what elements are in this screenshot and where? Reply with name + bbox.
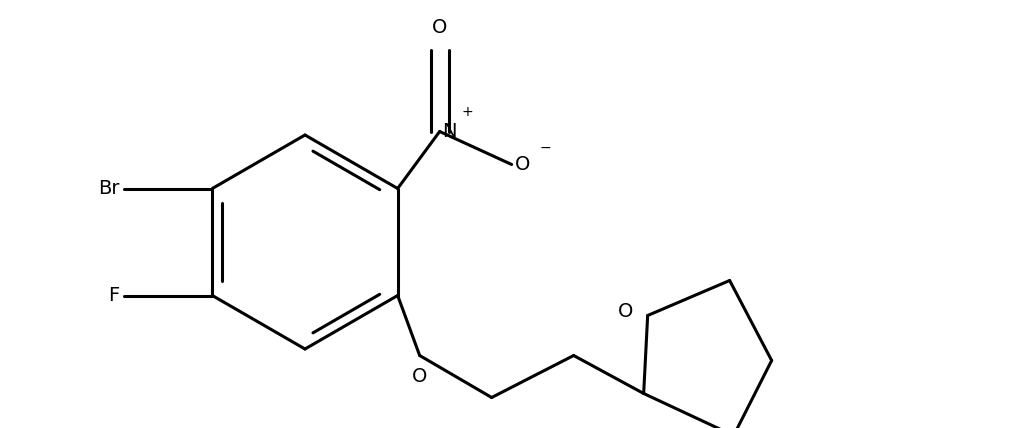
Text: +: + <box>462 105 474 119</box>
Text: N: N <box>441 122 457 141</box>
Text: O: O <box>432 18 447 36</box>
Text: O: O <box>412 366 427 386</box>
Text: O: O <box>515 155 530 174</box>
Text: F: F <box>108 286 119 305</box>
Text: O: O <box>618 302 633 321</box>
Text: Br: Br <box>98 179 119 198</box>
Text: −: − <box>539 140 551 155</box>
